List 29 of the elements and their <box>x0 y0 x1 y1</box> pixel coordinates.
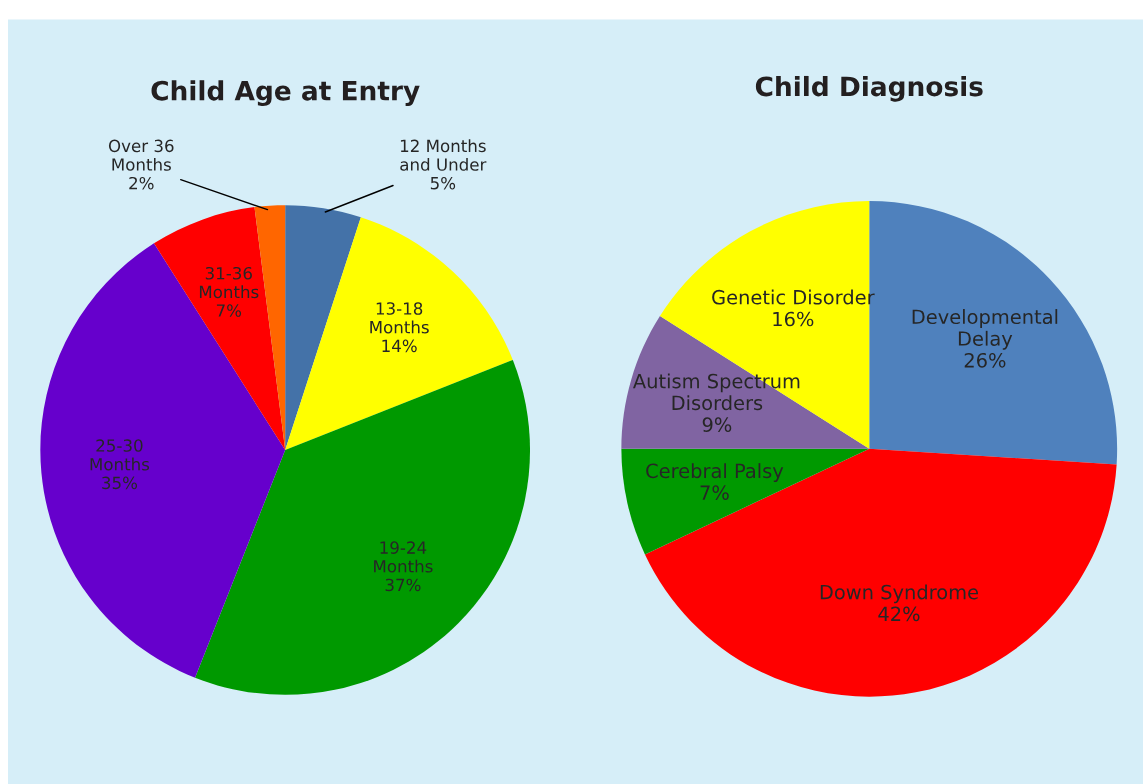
data-label: 5% <box>430 176 456 190</box>
data-label: 7% <box>700 485 729 500</box>
slice-label: Cerebral Palsy <box>646 463 784 482</box>
slice-label: 19-24 Months <box>374 541 433 573</box>
slice-label: 25-30 Months <box>90 439 150 471</box>
data-label: 7% <box>216 304 242 317</box>
pie-slice <box>153 207 286 451</box>
chart-title: Child Diagnosis <box>755 75 983 102</box>
data-label: 2% <box>129 176 154 190</box>
data-label: 9% <box>702 417 732 432</box>
data-label: 42% <box>878 606 920 622</box>
data-label: 14% <box>382 339 417 353</box>
data-label: 37% <box>385 578 421 592</box>
slice-label: 12 Months and Under <box>400 139 487 171</box>
slice-label: Over 36 Months <box>108 139 174 171</box>
slice-label: Down Syndrome <box>820 584 979 604</box>
pie-slice <box>285 217 513 451</box>
data-label: 16% <box>773 311 814 327</box>
pie-slice <box>40 243 286 678</box>
pie-slice <box>621 448 870 555</box>
chart-title: Child Age at Entry <box>151 80 420 106</box>
pie-slice <box>285 205 361 451</box>
pie-slice <box>644 448 1117 697</box>
slice-label: Developmental Delay <box>912 309 1058 350</box>
slice-label: 13-18 Months <box>370 302 429 334</box>
data-label: 35% <box>102 476 138 490</box>
slice-label: 31-36 Months <box>199 266 259 299</box>
pie-slice <box>195 359 531 695</box>
data-label: 26% <box>964 352 1006 368</box>
